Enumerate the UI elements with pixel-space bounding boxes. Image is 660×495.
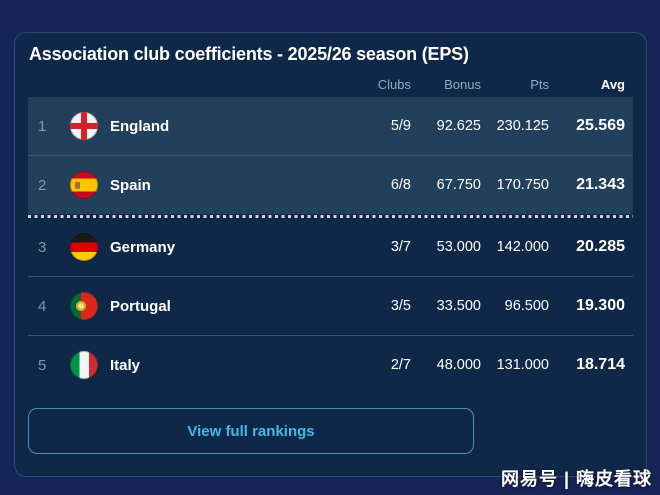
- bonus-value: 53.000: [436, 239, 481, 255]
- association-cell: 5 Italy: [28, 351, 345, 379]
- row-separator: [28, 155, 633, 156]
- rank-label: 5: [38, 356, 47, 374]
- coefficients-card: Association club coefficients - 2025/26 …: [14, 32, 647, 477]
- watermark-text: 网易号 | 嗨皮看球: [500, 469, 652, 489]
- avg-value: 25.569: [576, 117, 625, 134]
- clubs-value: 3/7: [390, 239, 411, 255]
- view-full-rankings-button[interactable]: View full rankings: [28, 408, 474, 454]
- column-header-clubs: Clubs: [377, 76, 411, 92]
- bonus-value: 48.000: [436, 357, 481, 373]
- pts-value: 142.000: [496, 239, 549, 255]
- page-title: Association club coefficients - 2025/26 …: [29, 44, 469, 64]
- germany-flag-icon: [70, 233, 98, 261]
- qualification-cutoff-line: [28, 214, 633, 218]
- association-cell: 4 Portugal: [28, 292, 345, 320]
- row-separator: [28, 335, 633, 336]
- clubs-value: 2/7: [390, 357, 411, 373]
- pts-value: 230.125: [496, 118, 549, 134]
- country-name: England: [110, 117, 170, 135]
- pts-value: 170.750: [496, 177, 549, 193]
- column-header-pts: Pts: [530, 76, 549, 92]
- column-header-bonus: Bonus: [444, 76, 481, 92]
- country-name: Italy: [110, 356, 141, 374]
- table-row-germany[interactable]: 3 Germany 3/7 53.000 142.000 20.285: [28, 218, 633, 276]
- rank-label: 2: [38, 176, 47, 194]
- avg-value: 19.300: [576, 297, 625, 314]
- avg-value: 18.714: [576, 356, 625, 373]
- rank-label: 1: [38, 117, 47, 135]
- rankings-table: 1 England 5/9 92.625 230.125 25.569 2 Sp…: [28, 97, 633, 394]
- country-name: Spain: [110, 176, 151, 194]
- rank-label: 3: [38, 238, 47, 256]
- clubs-value: 6/8: [390, 177, 411, 193]
- avg-value: 20.285: [576, 238, 625, 255]
- spain-flag-icon: [70, 171, 98, 199]
- avg-value: 21.343: [576, 176, 625, 193]
- italy-flag-icon: [70, 351, 98, 379]
- rank-label: 4: [38, 297, 47, 315]
- table-row-spain[interactable]: 2 Spain 6/8 67.750 170.750 21.343: [28, 156, 633, 214]
- table-header-row: Clubs Bonus Pts Avg: [28, 73, 633, 95]
- clubs-value: 3/5: [390, 298, 411, 314]
- association-cell: 2 Spain: [28, 171, 345, 199]
- bonus-value: 67.750: [436, 177, 481, 193]
- country-name: Portugal: [110, 297, 171, 315]
- association-cell: 3 Germany: [28, 233, 345, 261]
- table-row-england[interactable]: 1 England 5/9 92.625 230.125 25.569: [28, 97, 633, 155]
- pts-value: 96.500: [504, 298, 549, 314]
- table-row-portugal[interactable]: 4 Portugal 3/5 33.500 96.500 19.300: [28, 277, 633, 335]
- england-flag-icon: [70, 112, 98, 140]
- pts-value: 131.000: [496, 357, 549, 373]
- clubs-value: 5/9: [390, 118, 411, 134]
- bonus-value: 92.625: [436, 118, 481, 134]
- portugal-flag-icon: [70, 292, 98, 320]
- row-separator: [28, 276, 633, 277]
- bonus-value: 33.500: [436, 298, 481, 314]
- association-cell: 1 England: [28, 112, 345, 140]
- country-name: Germany: [110, 238, 176, 256]
- column-header-avg: Avg: [600, 76, 625, 92]
- table-row-italy[interactable]: 5 Italy 2/7 48.000 131.000 18.714: [28, 336, 633, 394]
